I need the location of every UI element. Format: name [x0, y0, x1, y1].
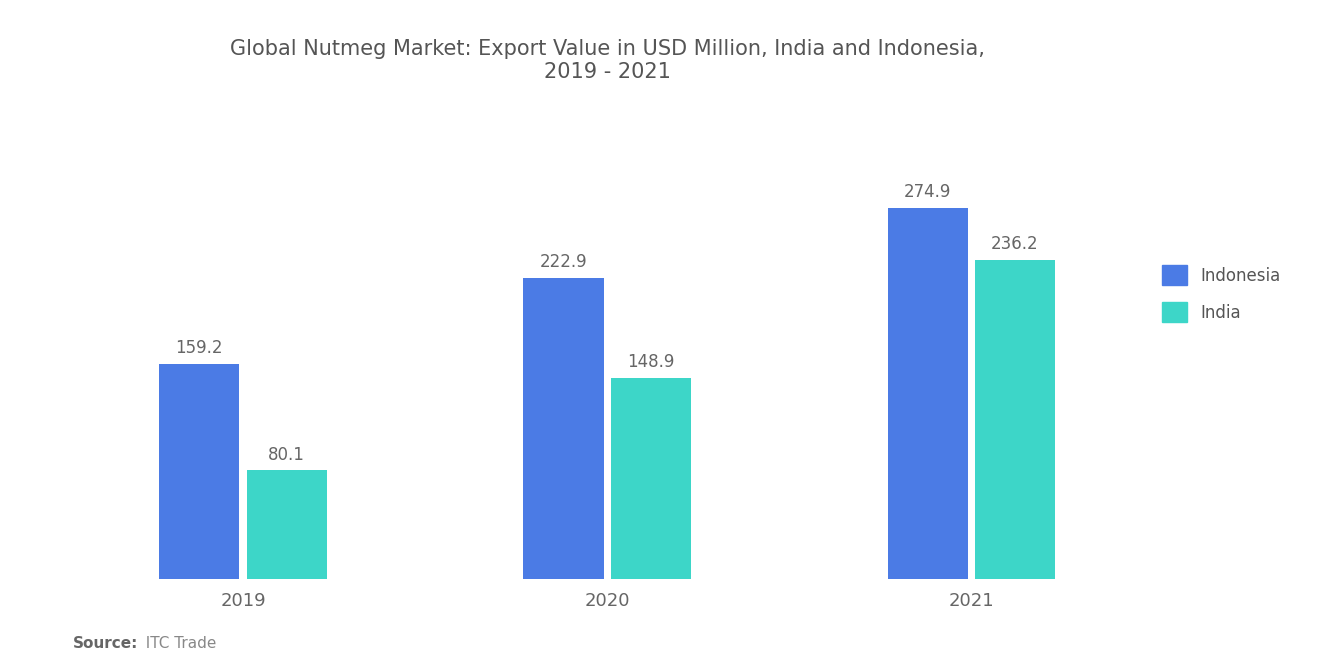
Text: 159.2: 159.2: [176, 339, 223, 357]
Bar: [887, 207, 968, 579]
Text: ITC Trade: ITC Trade: [136, 636, 216, 652]
Title: Global Nutmeg Market: Export Value in USD Million, India and Indonesia,
2019 - 2: Global Nutmeg Market: Export Value in US…: [230, 39, 985, 82]
Text: 80.1: 80.1: [268, 446, 305, 464]
Bar: [160, 364, 239, 579]
Text: 148.9: 148.9: [627, 353, 675, 371]
Bar: [524, 278, 603, 579]
Text: 274.9: 274.9: [904, 183, 952, 201]
Text: Source:: Source:: [73, 636, 139, 652]
Bar: [611, 378, 690, 579]
Text: 236.2: 236.2: [991, 235, 1039, 253]
Legend: Indonesia, India: Indonesia, India: [1154, 257, 1290, 331]
Bar: [247, 470, 327, 579]
Bar: [975, 260, 1055, 579]
Text: 222.9: 222.9: [540, 253, 587, 271]
